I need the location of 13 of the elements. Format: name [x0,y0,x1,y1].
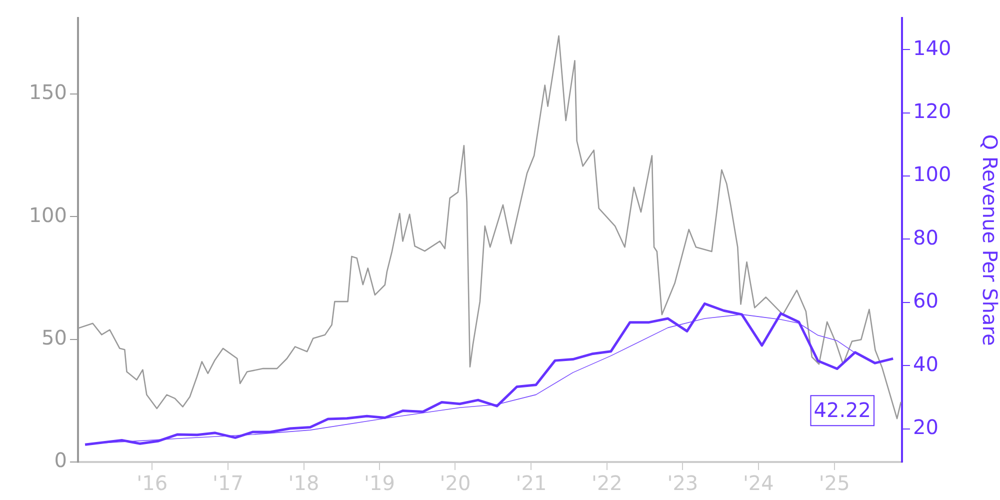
y-tick-label: 100 [28,202,67,227]
data-label: 42.22 [814,398,872,422]
y2-tick-label: 120 [913,99,952,124]
y2-tick-label: 20 [913,415,938,440]
y-tick-label: 50 [42,326,67,350]
y2-tick-label: 60 [913,288,938,313]
y2-tick-label: 140 [913,36,952,60]
y-tick-label: 150 [28,80,67,104]
y2-tick-label: 80 [913,225,938,250]
y2-axis-title: Q Revenue Per Share [978,134,1000,346]
y2-tick-label: 100 [913,162,952,186]
y2-tick-label: 40 [913,352,938,376]
y-tick-label: 0 [54,448,67,472]
